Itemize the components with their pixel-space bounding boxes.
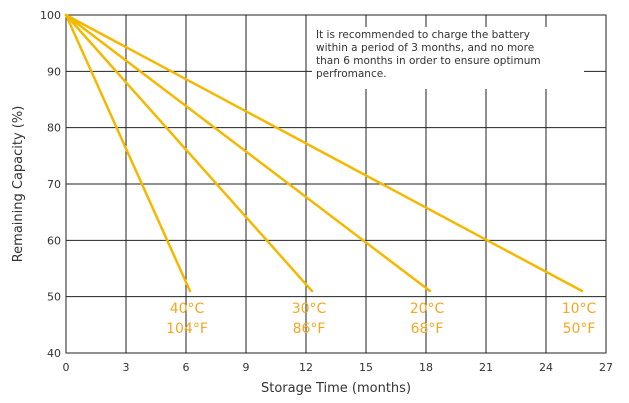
- x-tick-label: 24: [539, 361, 553, 374]
- y-tick-label: 60: [47, 234, 61, 247]
- y-tick-label: 90: [47, 65, 61, 78]
- annotation-background: [312, 27, 584, 89]
- series-labels: 40°C 104°F 30°C 86°F 20°C 68°F 10°C 50°F: [166, 301, 596, 337]
- y-axis-label: Remaining Capacity (%): [11, 106, 26, 263]
- y-tick-label: 50: [47, 291, 61, 304]
- annotation-line: It is recommended to charge the battery: [316, 29, 530, 41]
- x-tick-label: 21: [479, 361, 493, 374]
- series-label-celsius: 40°C: [170, 301, 205, 317]
- series-label-fahrenheit: 86°F: [293, 321, 326, 337]
- series-label-celsius: 20°C: [410, 301, 445, 317]
- series-line: [64, 13, 584, 293]
- x-tick-label: 6: [183, 361, 190, 374]
- x-tick-label: 9: [243, 361, 250, 374]
- y-tick-label: 40: [47, 347, 61, 360]
- annotation: It is recommended to charge the batteryw…: [312, 27, 584, 89]
- x-tick-label: 12: [299, 361, 313, 374]
- series-label-celsius: 30°C: [292, 301, 327, 317]
- series-line: [64, 13, 432, 293]
- annotation-line: within a period of 3 months, and no more: [316, 42, 534, 54]
- plot-frame: [65, 14, 607, 354]
- x-tick-label: 15: [359, 361, 373, 374]
- y-tick-label: 70: [47, 178, 61, 191]
- x-tick-label: 0: [63, 361, 70, 374]
- x-tick-label: 18: [419, 361, 433, 374]
- series-lines: [64, 13, 584, 293]
- series-label-fahrenheit: 104°F: [166, 321, 208, 337]
- annotation-line: than 6 months in order to ensure optimum: [316, 55, 541, 67]
- series-line: [64, 13, 314, 293]
- series-label-celsius: 10°C: [562, 301, 597, 317]
- x-tick-label: 27: [599, 361, 613, 374]
- y-tick-label: 80: [47, 122, 61, 135]
- y-tick-label: 100: [40, 9, 61, 22]
- series-label-fahrenheit: 68°F: [411, 321, 444, 337]
- x-axis-label: Storage Time (months): [261, 381, 411, 396]
- series-label-fahrenheit: 50°F: [563, 321, 596, 337]
- x-tick-label: 3: [123, 361, 130, 374]
- tick-labels: 0 3 6 9 12 15 18 21 24 27 40 50 60 70 80 90 100: [40, 9, 613, 374]
- series-line: [64, 13, 192, 293]
- annotation-line: perfromance.: [316, 68, 387, 80]
